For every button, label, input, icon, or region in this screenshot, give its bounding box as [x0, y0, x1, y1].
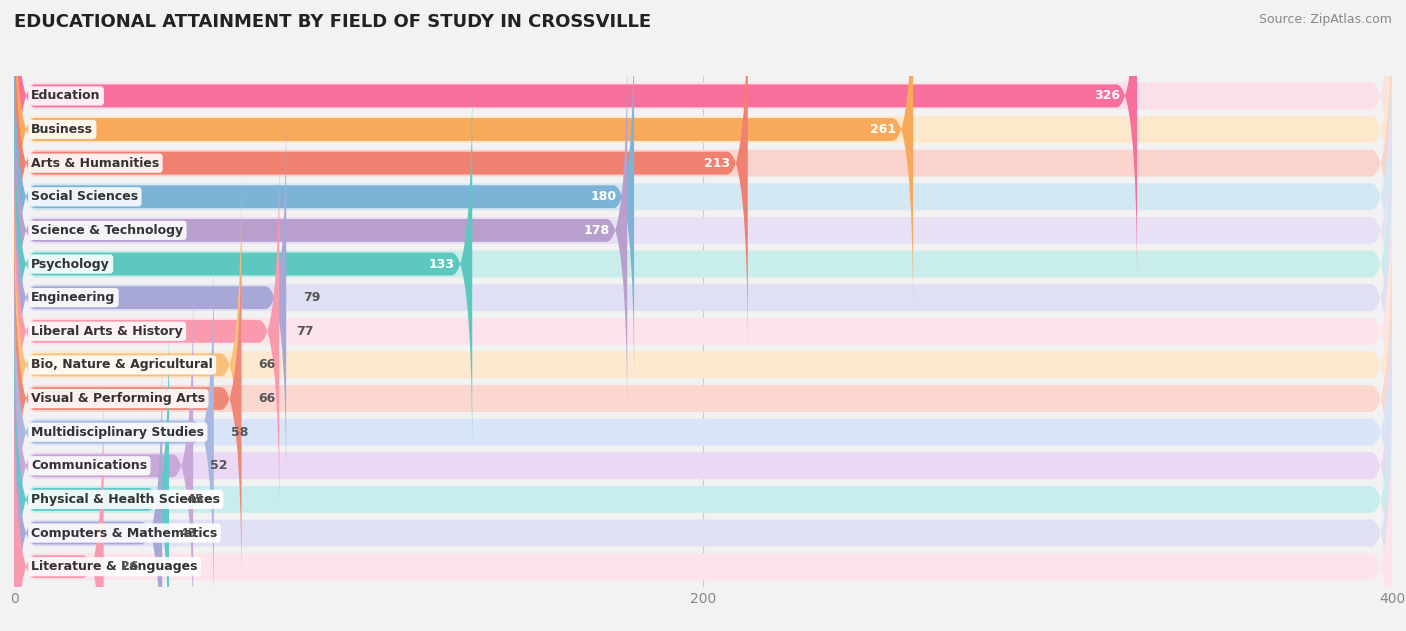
- Text: Bio, Nature & Agricultural: Bio, Nature & Agricultural: [31, 358, 214, 372]
- FancyBboxPatch shape: [14, 376, 104, 631]
- FancyBboxPatch shape: [14, 40, 627, 421]
- FancyBboxPatch shape: [14, 74, 472, 454]
- Text: Engineering: Engineering: [31, 291, 115, 304]
- FancyBboxPatch shape: [14, 343, 162, 631]
- Text: Literature & Languages: Literature & Languages: [31, 560, 198, 573]
- Text: 180: 180: [591, 191, 617, 203]
- FancyBboxPatch shape: [14, 311, 1392, 631]
- Text: 77: 77: [297, 325, 314, 338]
- Text: Physical & Health Sciences: Physical & Health Sciences: [31, 493, 221, 506]
- FancyBboxPatch shape: [14, 109, 1392, 486]
- Text: 261: 261: [870, 123, 896, 136]
- Text: 178: 178: [583, 224, 610, 237]
- Text: Social Sciences: Social Sciences: [31, 191, 138, 203]
- FancyBboxPatch shape: [14, 6, 634, 387]
- Text: Source: ZipAtlas.com: Source: ZipAtlas.com: [1258, 13, 1392, 26]
- Text: 213: 213: [704, 156, 731, 170]
- FancyBboxPatch shape: [14, 175, 242, 555]
- Text: 66: 66: [259, 358, 276, 372]
- Text: 52: 52: [211, 459, 228, 472]
- FancyBboxPatch shape: [14, 210, 1392, 587]
- FancyBboxPatch shape: [14, 177, 1392, 553]
- FancyBboxPatch shape: [14, 76, 1392, 452]
- Text: 326: 326: [1094, 90, 1119, 102]
- Text: Business: Business: [31, 123, 93, 136]
- Text: 26: 26: [121, 560, 138, 573]
- FancyBboxPatch shape: [14, 107, 287, 488]
- FancyBboxPatch shape: [14, 242, 214, 622]
- Text: Arts & Humanities: Arts & Humanities: [31, 156, 159, 170]
- FancyBboxPatch shape: [14, 143, 1392, 519]
- Text: Visual & Performing Arts: Visual & Performing Arts: [31, 392, 205, 405]
- Text: Science & Technology: Science & Technology: [31, 224, 183, 237]
- Text: 79: 79: [304, 291, 321, 304]
- FancyBboxPatch shape: [14, 309, 169, 631]
- Text: Computers & Mathematics: Computers & Mathematics: [31, 526, 218, 540]
- FancyBboxPatch shape: [14, 208, 242, 589]
- Text: 66: 66: [259, 392, 276, 405]
- FancyBboxPatch shape: [14, 345, 1392, 631]
- FancyBboxPatch shape: [14, 0, 1392, 284]
- Text: 58: 58: [231, 426, 249, 439]
- FancyBboxPatch shape: [14, 42, 1392, 419]
- FancyBboxPatch shape: [14, 276, 193, 631]
- Text: Multidisciplinary Studies: Multidisciplinary Studies: [31, 426, 204, 439]
- Text: 45: 45: [186, 493, 204, 506]
- FancyBboxPatch shape: [14, 8, 1392, 385]
- FancyBboxPatch shape: [14, 141, 280, 522]
- Text: Psychology: Psychology: [31, 257, 110, 271]
- FancyBboxPatch shape: [14, 0, 748, 353]
- FancyBboxPatch shape: [14, 244, 1392, 620]
- FancyBboxPatch shape: [14, 0, 912, 320]
- FancyBboxPatch shape: [14, 278, 1392, 631]
- FancyBboxPatch shape: [14, 379, 1392, 631]
- Text: EDUCATIONAL ATTAINMENT BY FIELD OF STUDY IN CROSSVILLE: EDUCATIONAL ATTAINMENT BY FIELD OF STUDY…: [14, 13, 651, 31]
- FancyBboxPatch shape: [14, 0, 1392, 351]
- Text: Education: Education: [31, 90, 101, 102]
- FancyBboxPatch shape: [14, 0, 1392, 318]
- Text: 43: 43: [180, 526, 197, 540]
- Text: 133: 133: [429, 257, 456, 271]
- Text: Communications: Communications: [31, 459, 148, 472]
- Text: Liberal Arts & History: Liberal Arts & History: [31, 325, 183, 338]
- FancyBboxPatch shape: [14, 0, 1137, 286]
